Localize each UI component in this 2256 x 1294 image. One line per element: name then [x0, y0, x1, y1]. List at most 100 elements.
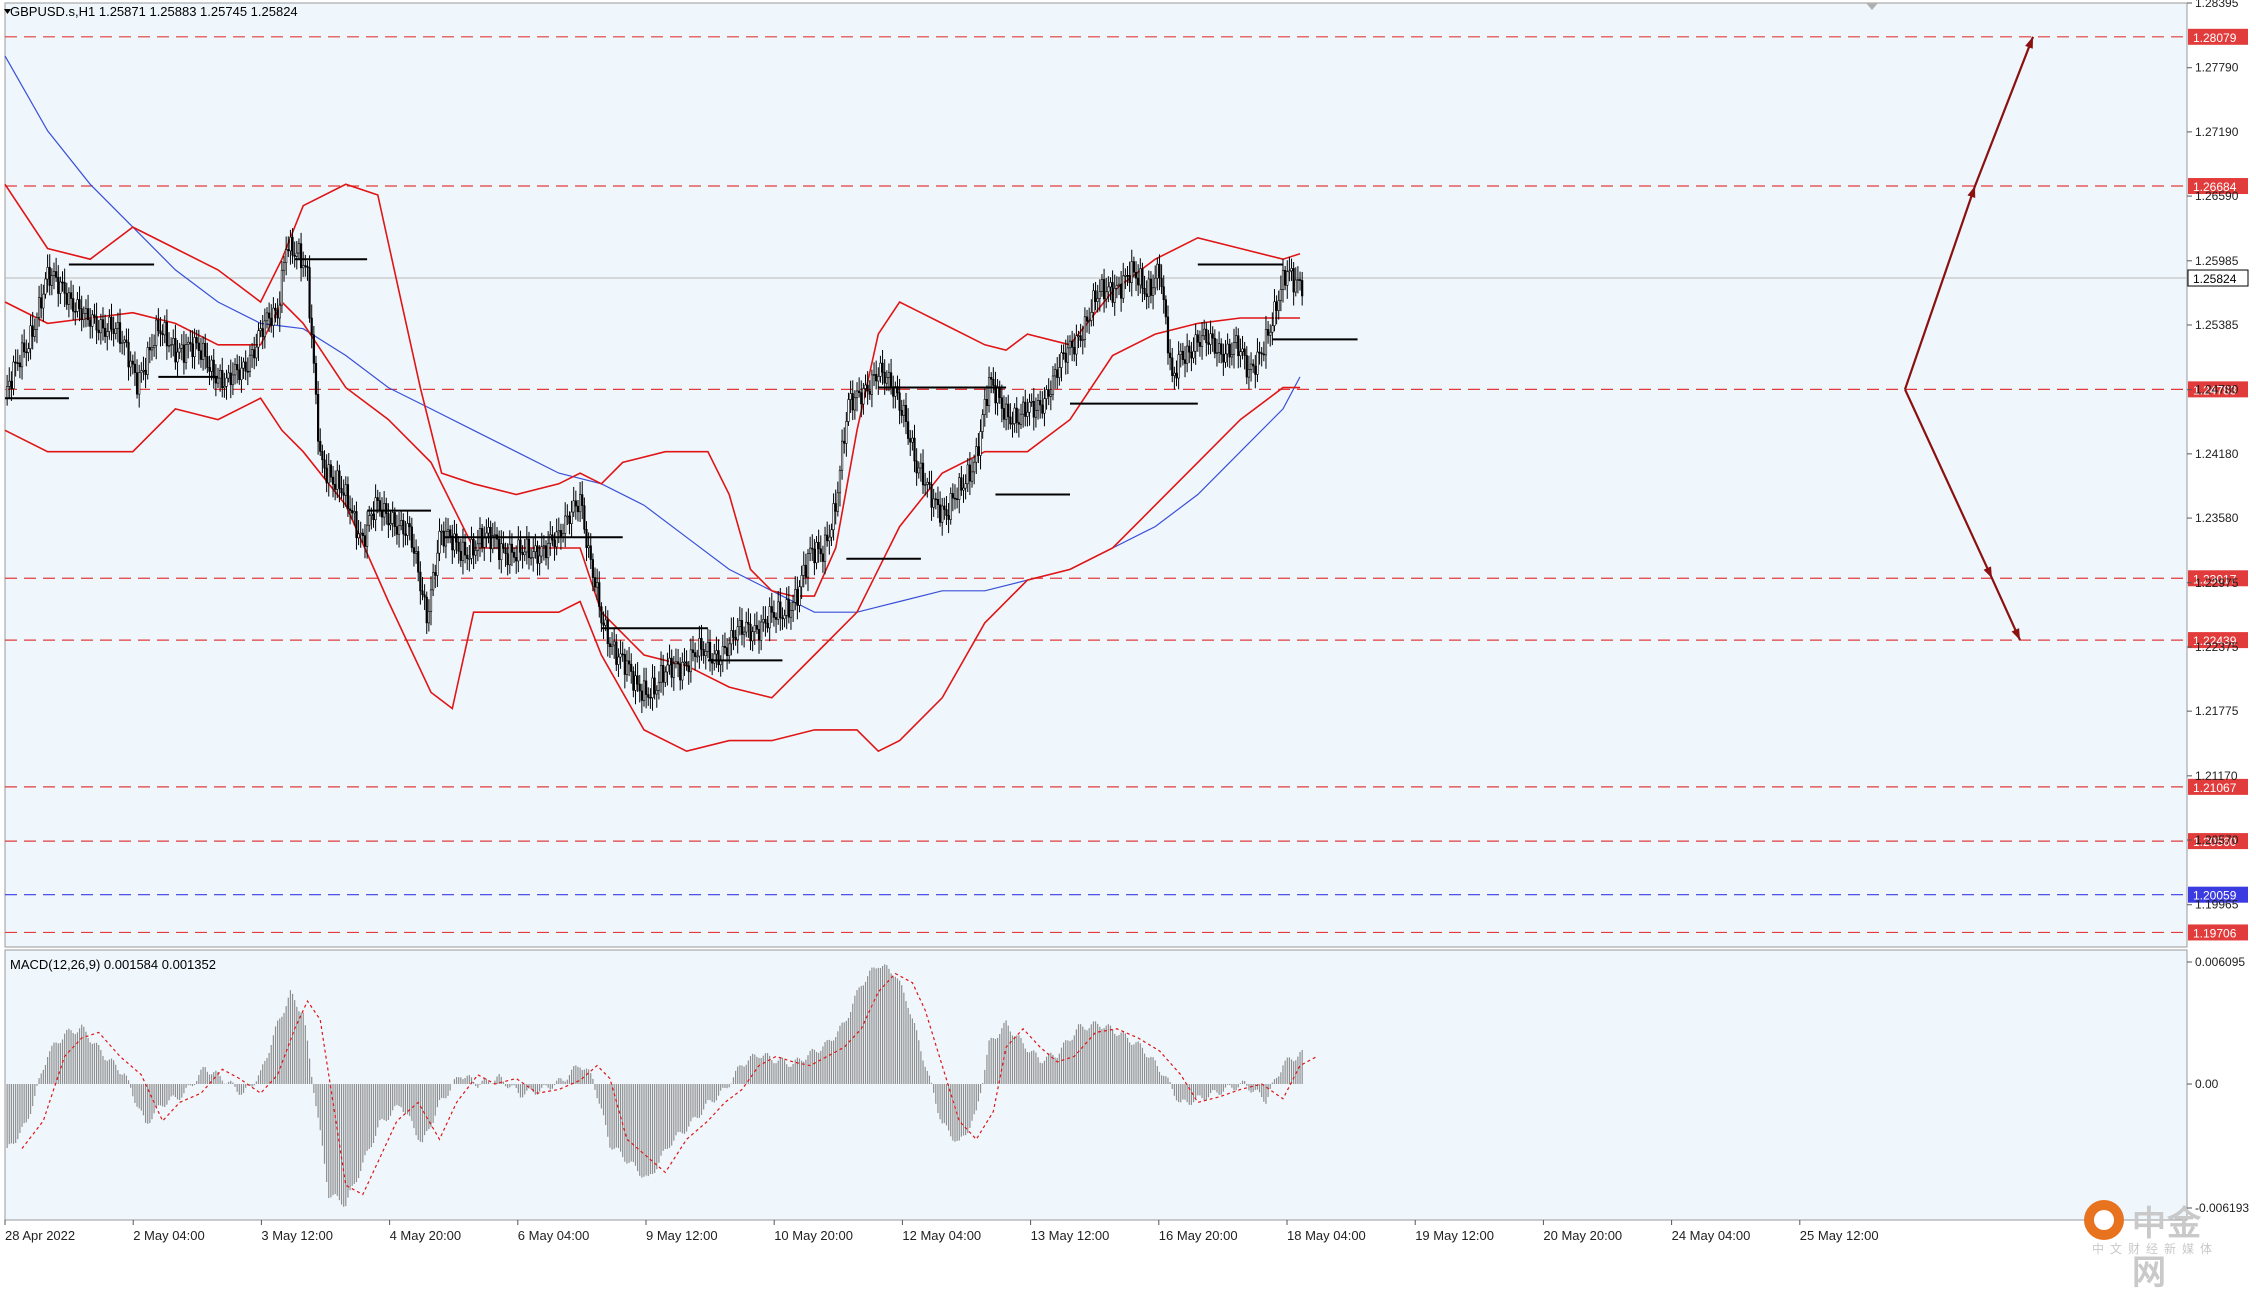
candle-body — [310, 317, 313, 336]
candle-body — [1284, 269, 1287, 286]
candle-body — [932, 498, 935, 508]
candle-body — [442, 530, 445, 547]
candle-body — [246, 370, 249, 373]
candle-body — [883, 371, 886, 384]
candle-body — [553, 539, 556, 548]
candle-body — [1292, 268, 1295, 293]
candle-body — [892, 387, 895, 397]
candle-body — [385, 503, 388, 514]
candle-body — [359, 532, 362, 535]
candle-body — [427, 611, 430, 624]
candle-body — [1264, 329, 1268, 356]
candle-body — [536, 545, 539, 564]
candle-body — [159, 330, 162, 334]
candle-body — [864, 384, 867, 389]
collapse-triangle-icon[interactable] — [1866, 3, 1878, 10]
watermark-logo: 中金网 中文财经新媒体 — [2084, 1196, 2234, 1293]
candle-body — [370, 513, 373, 516]
candle-body — [755, 625, 758, 630]
candle-body — [674, 661, 678, 665]
candle-body — [956, 498, 959, 501]
candle-body — [140, 370, 143, 373]
level-tag-1.20059 — [2188, 886, 2248, 903]
candle-body — [574, 500, 577, 507]
candle-body — [627, 660, 631, 665]
price-tick-label: 1.21775 — [2195, 704, 2239, 718]
candle-body — [250, 349, 254, 356]
level-tag-1.22439 — [2188, 632, 2248, 649]
candle-body — [238, 369, 241, 381]
level-tag-1.19706 — [2188, 924, 2248, 941]
candle-body — [8, 380, 11, 387]
candle-body — [1224, 353, 1227, 363]
candle-body — [855, 390, 859, 399]
candle-body — [1015, 407, 1018, 423]
candle-body — [583, 505, 586, 530]
candle-body — [429, 589, 433, 612]
candle-body — [325, 467, 328, 484]
macd-tick-label: 0.00 — [2195, 1077, 2219, 1091]
candle-body — [887, 372, 891, 378]
candle-body — [248, 354, 252, 372]
candle-body — [736, 626, 739, 641]
candle-body — [975, 446, 978, 463]
candle-body — [610, 644, 614, 647]
candle-body — [941, 505, 944, 523]
candle-body — [572, 500, 575, 513]
x-tick-label: 9 May 12:00 — [646, 1228, 718, 1243]
candle-body — [985, 398, 989, 406]
candle-body — [272, 307, 275, 326]
candle-body — [387, 513, 390, 526]
candle-body — [1147, 278, 1150, 297]
macd-signal-line — [21, 972, 1318, 1196]
candle-body — [257, 330, 260, 348]
candle-body — [48, 267, 51, 286]
candle-body — [962, 487, 965, 491]
candle-body — [144, 369, 147, 375]
candle-body — [129, 360, 132, 368]
candle-body — [212, 359, 215, 379]
candle-body — [847, 399, 850, 422]
candle-body — [97, 329, 100, 334]
candle-body — [587, 545, 590, 548]
level-label-1.26684: 1.26684 — [2193, 180, 2237, 194]
candle-body — [468, 558, 471, 560]
candle-body — [621, 653, 624, 656]
candle-body — [578, 494, 582, 513]
candle-body — [393, 512, 396, 527]
candle-body — [532, 551, 535, 559]
candle-body — [204, 342, 207, 357]
candle-body — [843, 440, 846, 444]
candle-body — [1007, 403, 1010, 418]
candle-body — [815, 541, 818, 564]
candle-body — [917, 467, 920, 474]
candle-body — [702, 649, 705, 656]
candle-body — [108, 316, 111, 332]
candle-body — [1077, 335, 1080, 337]
candle-body — [1241, 348, 1244, 352]
candle-body — [523, 551, 526, 556]
candle-body — [114, 328, 117, 334]
candle-body — [647, 694, 650, 698]
candle-body — [1137, 277, 1140, 286]
candle-body — [642, 680, 646, 701]
candle-body — [1081, 339, 1084, 341]
candle-body — [730, 630, 733, 645]
candle-body — [849, 393, 852, 400]
candle-body — [40, 297, 43, 309]
candle-body — [472, 538, 475, 556]
candle-body — [836, 492, 839, 512]
candle-body — [781, 617, 784, 620]
candle-body — [1043, 398, 1046, 414]
candle-body — [877, 376, 880, 382]
candle-body — [540, 546, 543, 557]
candle-body — [953, 497, 957, 500]
candle-body — [1039, 400, 1042, 406]
candle-body — [474, 550, 477, 556]
candle-body — [353, 511, 356, 514]
candle-body — [593, 577, 597, 588]
price-tick-label: 1.22975 — [2195, 576, 2239, 590]
candle-body — [689, 649, 692, 673]
symbol-dropdown-icon[interactable] — [4, 9, 11, 14]
candle-body — [915, 460, 918, 474]
